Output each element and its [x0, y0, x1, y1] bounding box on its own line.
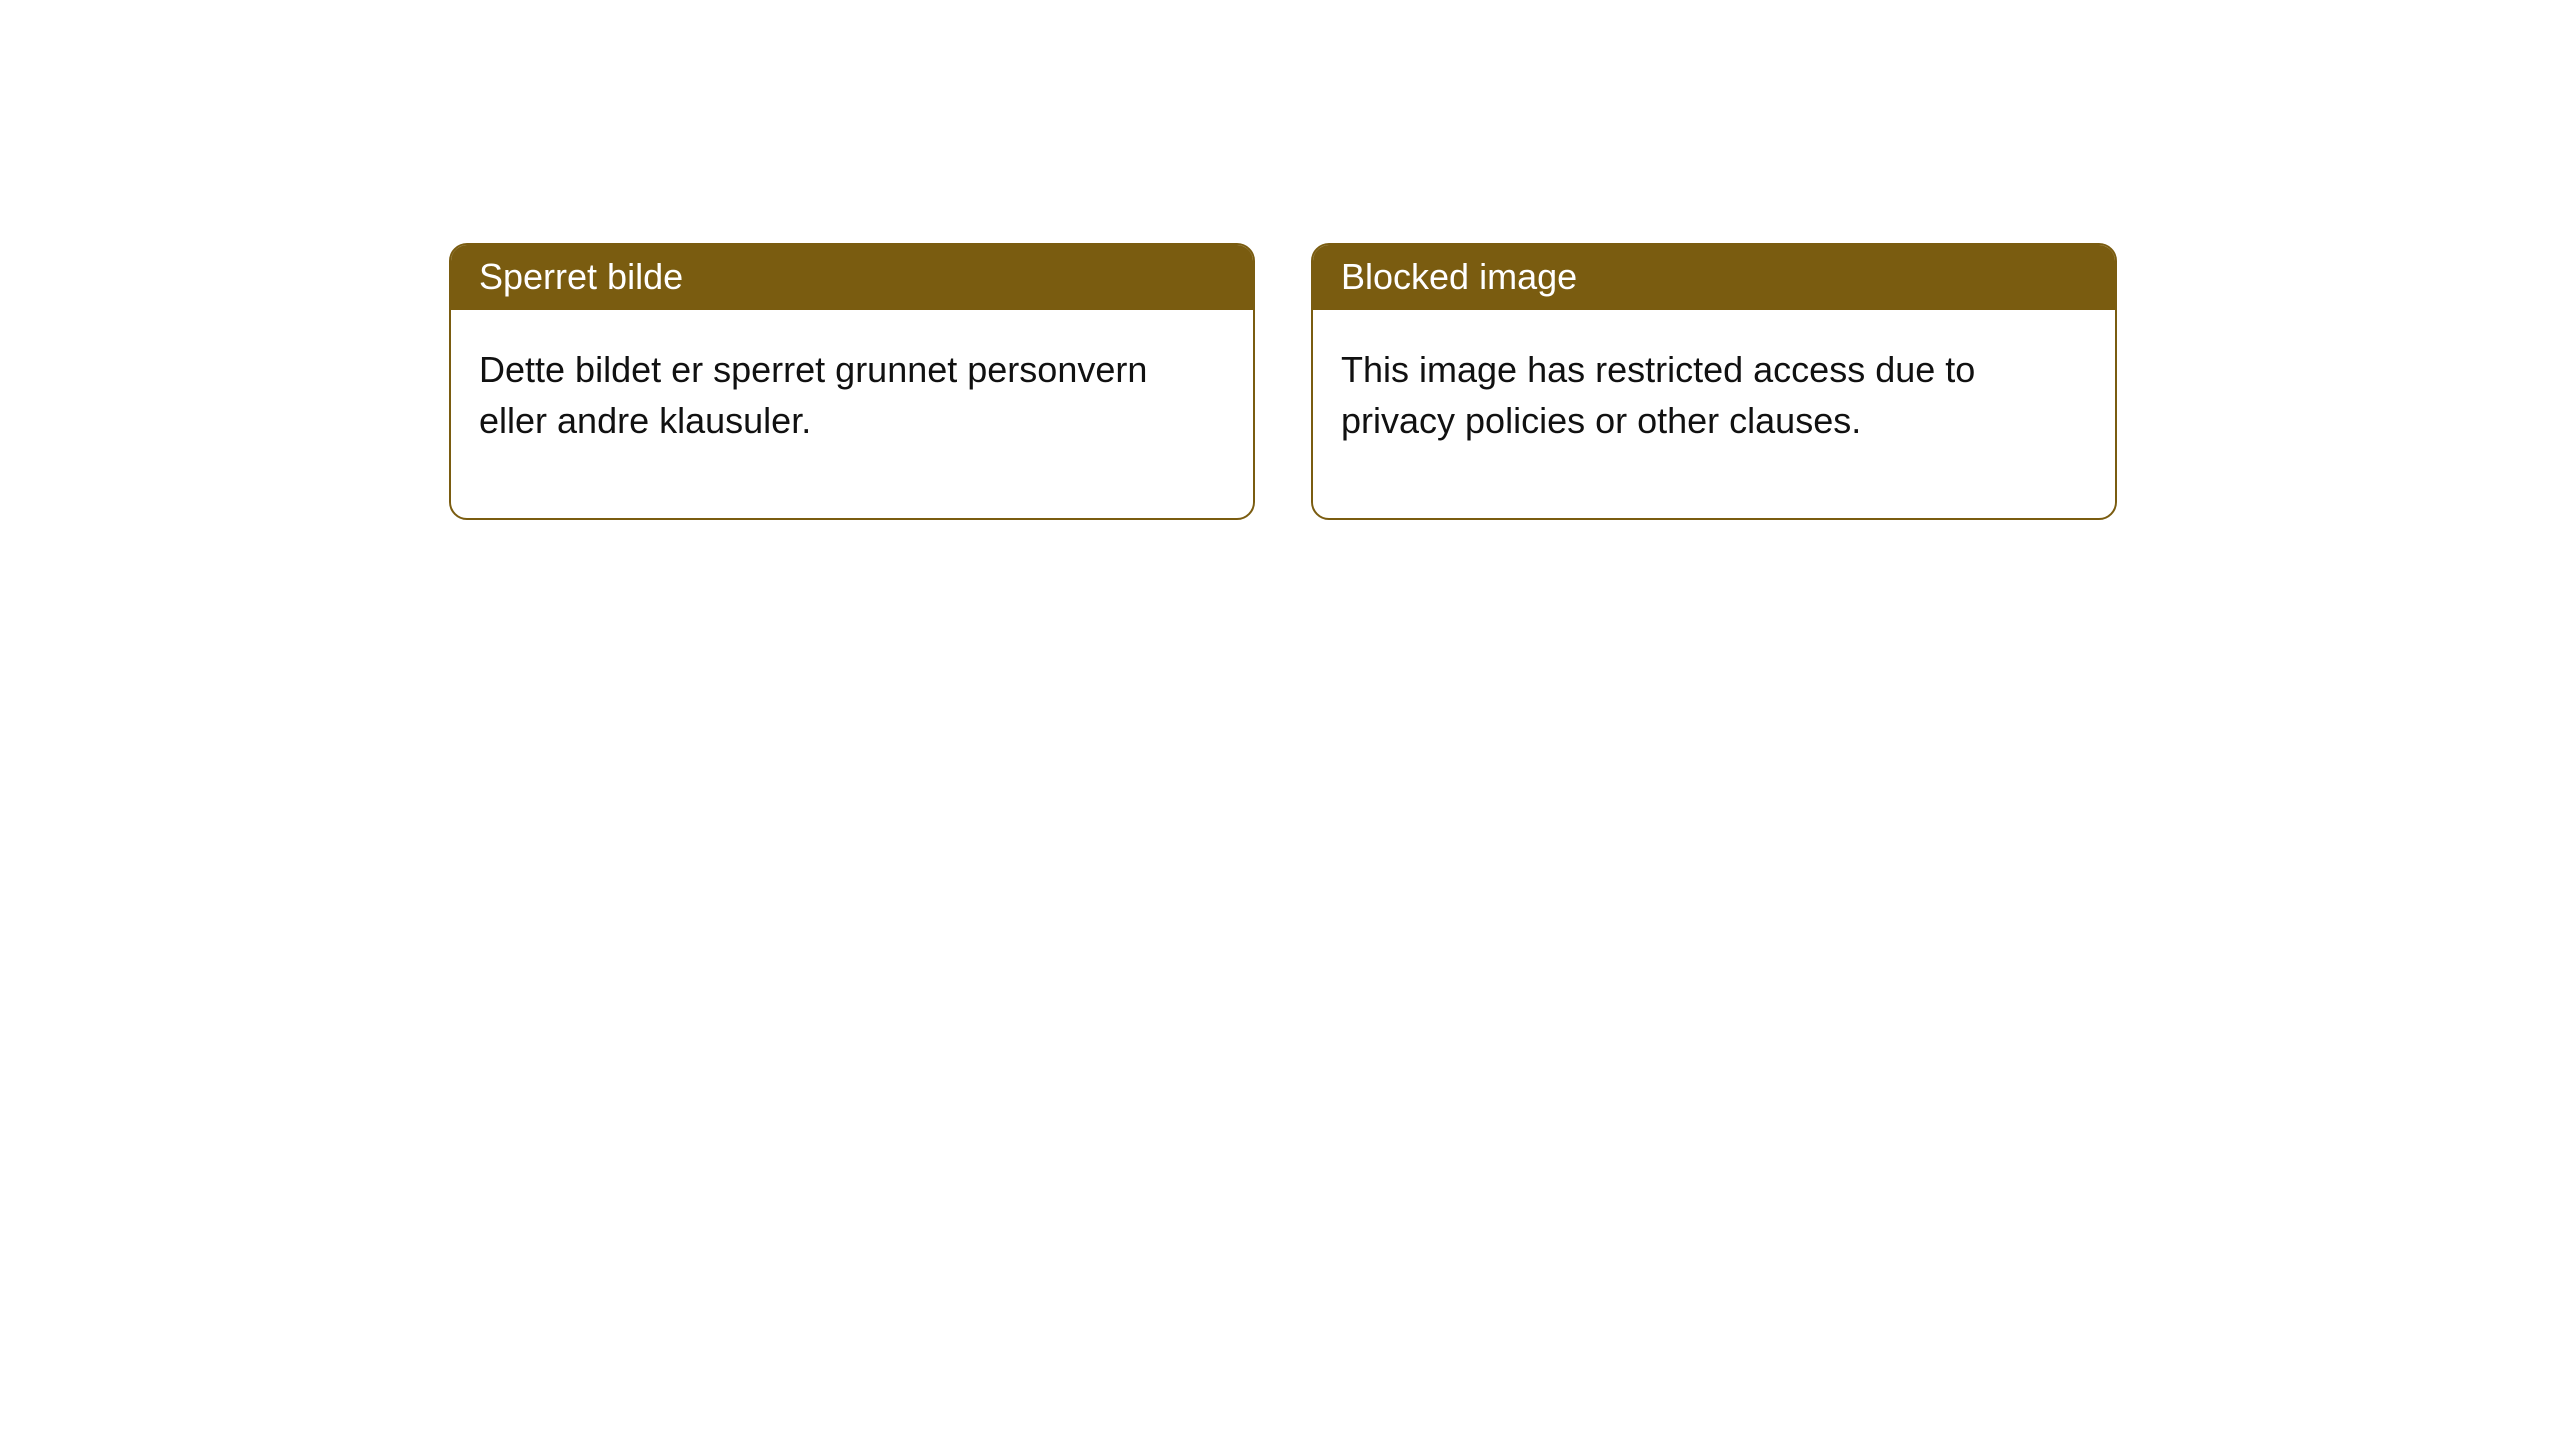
notice-header-en: Blocked image	[1313, 245, 2115, 310]
notice-card-no: Sperret bilde Dette bildet er sperret gr…	[449, 243, 1255, 520]
notice-header-no: Sperret bilde	[451, 245, 1253, 310]
notice-body-no: Dette bildet er sperret grunnet personve…	[451, 310, 1253, 518]
notice-card-en: Blocked image This image has restricted …	[1311, 243, 2117, 520]
notice-container: Sperret bilde Dette bildet er sperret gr…	[0, 0, 2560, 520]
notice-body-en: This image has restricted access due to …	[1313, 310, 2115, 518]
